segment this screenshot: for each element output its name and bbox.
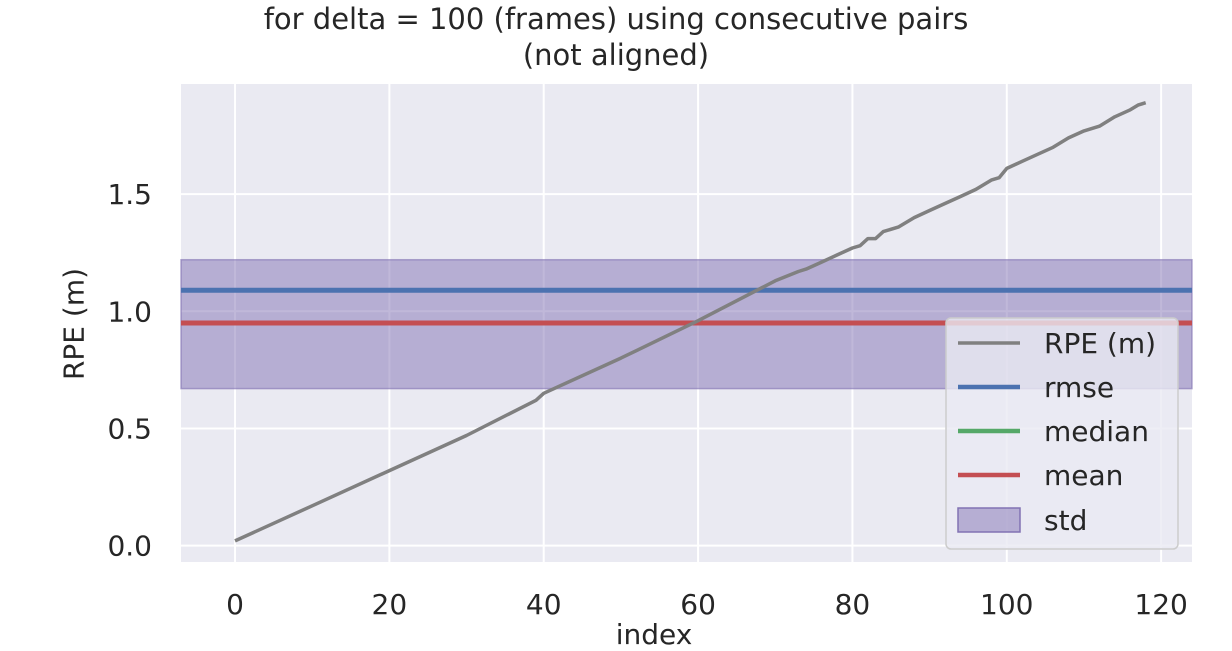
rpe-series-line [234,101,1147,543]
legend: RPE (m) rmse median mean std [945,317,1179,550]
legend-label-rpe: RPE (m) [1044,327,1156,360]
chart-title-line2: (not aligned) [522,38,710,72]
legend-label-median: median [1044,415,1149,448]
tick-labels: 0 20 40 60 80 100 120 0.0 0.5 1.0 1.5 [107,178,1187,621]
legend-label-mean: mean [1044,459,1123,492]
y-tick-label: 1.0 [107,295,152,328]
y-axis-label: RPE (m) [57,267,91,381]
chart-title-line1: for delta = 100 (frames) using consecuti… [263,2,969,36]
x-tick-label: 120 [1134,588,1187,621]
x-tick-label: 20 [372,588,408,621]
legend-label-rmse: rmse [1044,371,1114,404]
legend-handle-std [957,507,1021,533]
x-tick-label: 0 [226,588,244,621]
y-tick-label: 1.5 [107,178,152,211]
y-tick-label: 0.0 [107,530,152,563]
x-tick-label: 80 [835,588,871,621]
legend-box [945,317,1179,550]
x-tick-label: 60 [680,588,716,621]
x-tick-label: 40 [526,588,562,621]
legend-label-std: std [1044,504,1087,537]
x-axis-label: index [615,618,693,651]
x-tick-label: 100 [980,588,1033,621]
chart-canvas: 0 20 40 60 80 100 120 0.0 0.5 1.0 1.5 RPE (m) rmse… [107,84,1193,621]
y-tick-label: 0.5 [107,412,152,445]
